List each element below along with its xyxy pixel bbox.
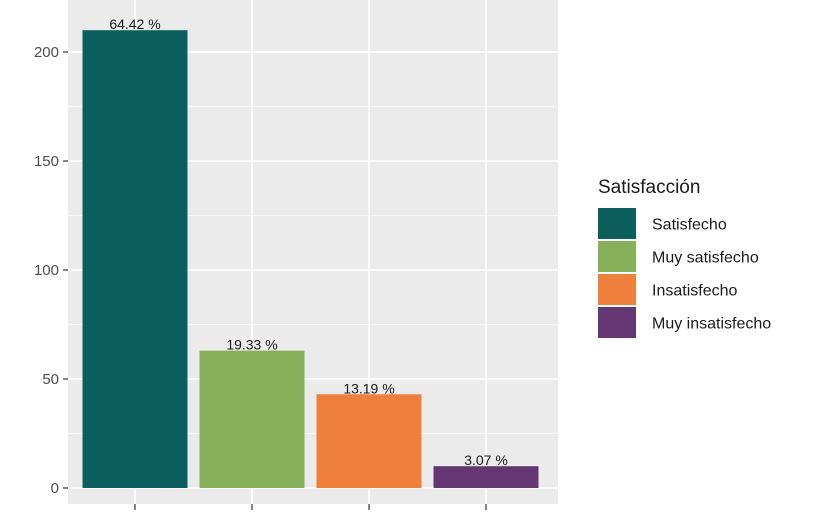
data-label: 13.19 % [343, 380, 394, 396]
legend-key [598, 208, 636, 239]
bar-muy-satisfecho [199, 350, 305, 488]
data-label: 3.07 % [464, 452, 508, 468]
x-axis [134, 504, 487, 510]
legend-key [598, 274, 636, 305]
legend: Satisfacción Satisfecho Muy satisfecho Ins… [598, 177, 771, 338]
bar-satisfecho [82, 30, 188, 488]
legend-key [598, 307, 636, 338]
legend-key [598, 241, 636, 272]
y-axis: 0 50 100 150 200 [34, 44, 68, 497]
bar-muy-insatisfecho [433, 466, 539, 488]
y-tick-label: 0 [51, 480, 59, 497]
y-tick-label: 100 [34, 262, 59, 279]
bars [82, 30, 539, 488]
data-label: 19.33 % [226, 337, 277, 353]
bar-insatisfecho [316, 394, 422, 488]
y-tick-label: 150 [34, 153, 59, 170]
legend-title: Satisfacción [598, 177, 700, 198]
legend-label: Muy satisfecho [652, 250, 759, 267]
legend-label: Satisfecho [652, 217, 727, 234]
y-tick-label: 50 [42, 371, 59, 388]
y-tick-label: 200 [34, 44, 59, 61]
data-labels: 64.42 % 19.33 % 13.19 % 3.07 % [109, 16, 507, 468]
legend-label: Muy insatisfecho [652, 316, 771, 333]
legend-label: Insatisfecho [652, 283, 737, 300]
data-label: 64.42 % [109, 16, 160, 32]
